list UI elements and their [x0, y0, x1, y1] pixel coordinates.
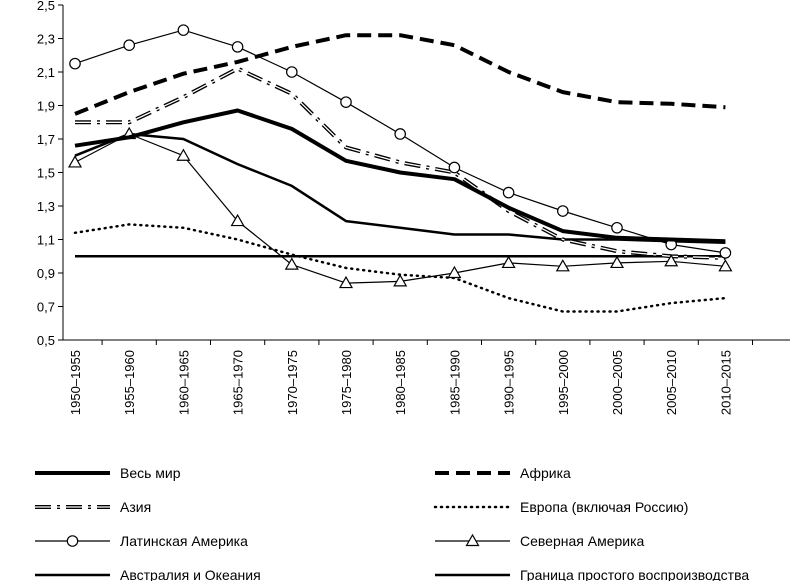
x-tick-label: 1970–1975 [285, 350, 300, 415]
x-tick-label: 1965–1970 [231, 350, 246, 415]
legend-item: Латинская Америка [35, 533, 248, 549]
x-tick-label: 1955–1960 [122, 350, 137, 415]
y-tick-label: 0,9 [37, 266, 55, 281]
series-line [74, 29, 726, 254]
data-point [393, 274, 408, 287]
legend-label: Африка [520, 465, 571, 481]
y-tick-label: 1,7 [37, 132, 55, 147]
x-tick-label: 1975–1980 [339, 350, 354, 415]
data-point [340, 96, 352, 108]
data-point [176, 148, 191, 161]
x-tick-label: 1980–1985 [393, 350, 408, 415]
legend-item: Европа (включая Россию) [433, 499, 688, 515]
axes: 0,5 0,7 0,9 1,1 1,3 1,5 1,7 1,9 2,1 2,3 2,5 1950–19… [37, 0, 790, 415]
data-point [67, 155, 83, 168]
data-point [230, 213, 245, 227]
legend-item: Граница простого воспроизводства [435, 567, 749, 581]
data-point [69, 57, 81, 70]
x-tick-label: 1950–1955 [68, 350, 83, 415]
series-5 [67, 126, 733, 289]
data-point [556, 205, 569, 217]
series-line [74, 108, 726, 244]
x-tick-label: 1985–1990 [447, 350, 462, 415]
data-point [555, 259, 570, 272]
legend-label: Граница простого воспроизводства [520, 567, 749, 581]
series-line [74, 133, 726, 284]
data-point [123, 39, 135, 51]
x-tick-label: 2010–2015 [718, 350, 733, 415]
y-tick-label: 0,7 [37, 300, 55, 315]
legend-label: Латинская Америка [120, 533, 248, 549]
series-line [75, 66, 726, 260]
series-group [67, 24, 733, 313]
series-2 [75, 66, 726, 260]
data-point [718, 259, 733, 272]
x-tick-label: 1990–1995 [502, 350, 517, 415]
data-point [338, 275, 354, 289]
data-point [447, 265, 462, 279]
legend-item: Австралия и Океания [35, 567, 261, 581]
data-point [448, 161, 461, 174]
data-point [609, 255, 625, 269]
y-tick-label: 1,1 [37, 233, 55, 248]
legend-item: Африка [435, 465, 571, 481]
x-tick-label: 1995–2000 [556, 350, 571, 415]
x-tick-label: 2000–2005 [610, 350, 625, 415]
legend-item: Азия [35, 499, 151, 515]
data-point [284, 257, 299, 270]
y-tick-label: 0,5 [37, 333, 55, 348]
series-line [74, 33, 726, 116]
legend: Весь мир Африка Азия Европа (включая Россию… [35, 465, 749, 581]
series-line [74, 132, 726, 245]
legend-label: Северная Америка [520, 533, 645, 549]
legend-label: Европа (включая Россию) [520, 499, 688, 515]
data-point [177, 24, 190, 36]
legend-item: Весь мир [35, 465, 181, 481]
y-tick-label: 2,1 [37, 65, 55, 80]
x-tick-label: 1960–1965 [176, 350, 191, 415]
legend-item: Северная Америка [435, 533, 645, 549]
legend-marker [465, 533, 480, 547]
legend-marker [66, 535, 79, 547]
x-tick-label: 2005–2010 [664, 350, 679, 415]
series-6 [74, 132, 726, 245]
legend-label: Азия [120, 499, 151, 515]
legend-label: Австралия и Океания [120, 567, 261, 581]
data-point [502, 186, 515, 199]
data-point [611, 221, 623, 234]
y-tick-label: 1,5 [37, 166, 55, 181]
data-point [501, 255, 516, 269]
data-point [664, 254, 679, 267]
series-1 [74, 33, 726, 116]
series-4 [69, 24, 732, 259]
series-line-inner [75, 67, 726, 259]
data-point [231, 41, 244, 53]
y-tick-label: 2,3 [37, 32, 55, 47]
data-point [719, 247, 732, 259]
y-tick-label: 1,9 [37, 99, 55, 114]
data-point [394, 128, 406, 140]
y-tick-label: 2,5 [37, 0, 55, 13]
series-0 [74, 108, 726, 244]
data-point [285, 66, 298, 78]
y-tick-label: 1,3 [37, 199, 55, 214]
legend-label: Весь мир [120, 465, 181, 481]
